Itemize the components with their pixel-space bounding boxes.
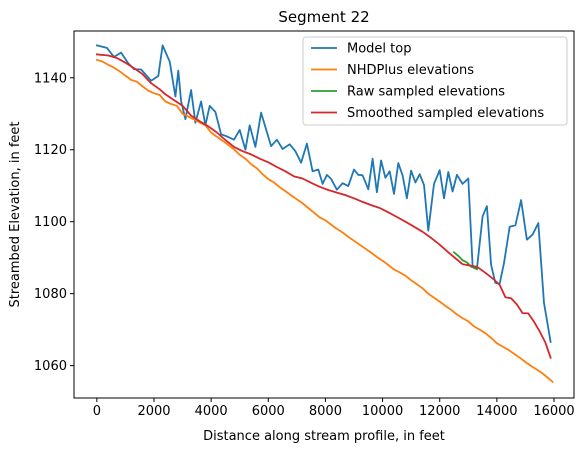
x-axis-label: Distance along stream profile, in feet — [203, 429, 445, 444]
x-tick-label: 14000 — [476, 404, 517, 419]
x-tick-label: 0 — [93, 404, 101, 419]
y-tick-label: 1140 — [34, 71, 67, 86]
legend-label-model-top: Model top — [347, 42, 411, 57]
y-tick-label: 1080 — [34, 287, 67, 302]
legend-label-raw-sampled-elevations: Raw sampled elevations — [347, 85, 505, 100]
x-tick-label: 6000 — [252, 404, 285, 419]
x-tick-label: 4000 — [195, 404, 228, 419]
x-tick-label: 2000 — [137, 404, 170, 419]
y-tick-label: 1120 — [34, 143, 67, 158]
x-tick-label: 16000 — [533, 404, 574, 419]
legend-frame — [302, 36, 568, 126]
legend-label-nhdplus-elevations: NHDPlus elevations — [347, 63, 474, 78]
y-tick-label: 1060 — [34, 359, 67, 374]
x-tick-label: 12000 — [419, 404, 460, 419]
legend-label-smoothed-sampled-elevations: Smoothed sampled elevations — [347, 106, 544, 121]
x-axis: 0 2000 4000 6000 8000 10000 12000 14000 16000 — [93, 398, 575, 419]
y-tick-label: 1100 — [34, 215, 67, 230]
plot-frame — [73, 30, 575, 399]
x-tick-label: 10000 — [362, 404, 403, 419]
series-line-raw-sampled-elevations — [452, 251, 479, 271]
y-axis: 1060 1080 1100 1120 1140 — [34, 71, 74, 374]
x-tick-label: 8000 — [309, 404, 342, 419]
chart-title: Segment 22 — [278, 8, 369, 26]
legend: Model top NHDPlus elevations Raw sampled e… — [302, 36, 568, 126]
series-line-nhdplus-elevations — [95, 58, 554, 384]
series-line-smoothed-sampled-elevations — [95, 53, 552, 359]
y-axis-label: Streambed Elevation, in feet — [8, 122, 23, 308]
